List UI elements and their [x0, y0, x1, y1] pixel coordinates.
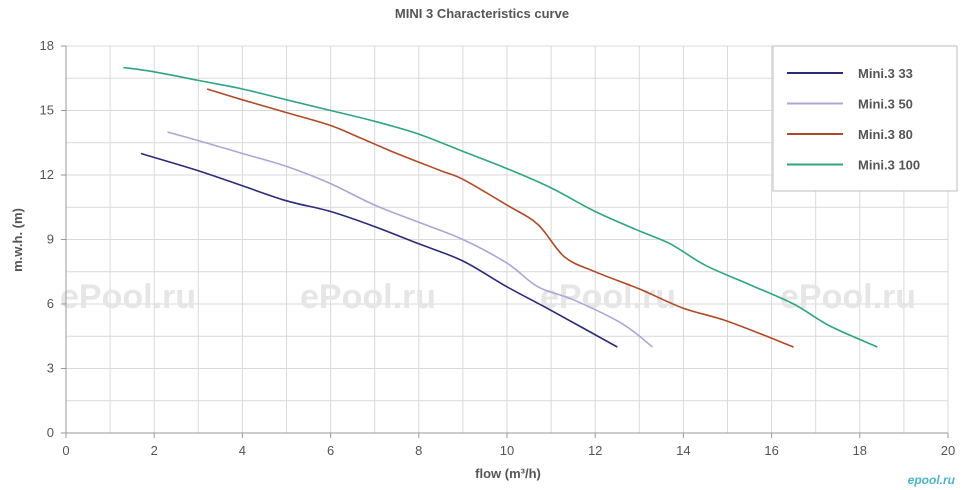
x-tick-label: 14 [676, 443, 690, 458]
x-tick-label: 4 [239, 443, 246, 458]
chart-title: MINI 3 Characteristics curve [395, 6, 569, 21]
x-tick-label: 18 [853, 443, 867, 458]
y-tick-label: 0 [47, 425, 54, 440]
legend-label-mini-3-100: Mini.3 100 [858, 158, 920, 173]
y-axis-label: m.w.h. (m) [10, 208, 25, 272]
legend-label-mini-3-33: Mini.3 33 [858, 66, 913, 81]
x-axis-label: flow (m³/h) [475, 466, 541, 481]
watermark-text: ePool.ru [300, 278, 436, 316]
x-tick-label: 12 [588, 443, 602, 458]
legend-label-mini-3-50: Mini.3 50 [858, 97, 913, 112]
x-tick-label: 20 [941, 443, 955, 458]
series-line-mini-3-80 [206, 88, 794, 348]
brand-logo: epool.ru [908, 473, 956, 487]
y-tick-label: 3 [47, 361, 54, 376]
watermark-text: ePool.ru [780, 278, 916, 316]
x-tick-label: 2 [151, 443, 158, 458]
x-tick-label: 8 [415, 443, 422, 458]
y-tick-labels: 0 3 6 9 12 15 18 [40, 38, 66, 440]
x-tick-label: 0 [62, 443, 69, 458]
series-line-mini-3-100 [123, 66, 878, 348]
y-tick-label: 6 [47, 296, 54, 311]
chart-legend: Mini.3 33 Mini.3 50 Mini.3 80 Mini.3 100 [772, 45, 958, 192]
watermark-text: ePool.ru [60, 278, 196, 316]
watermark-text: ePool.ru [540, 278, 676, 316]
x-tick-labels: 0 2 4 6 8 10 12 14 16 18 20 [62, 433, 955, 458]
legend-label-mini-3-80: Mini.3 80 [858, 127, 913, 142]
x-tick-label: 16 [764, 443, 778, 458]
x-tick-label: 6 [327, 443, 334, 458]
y-tick-label: 9 [47, 232, 54, 247]
series-lines [123, 66, 878, 348]
y-tick-label: 15 [40, 103, 54, 118]
series-line-mini-3-50 [167, 131, 653, 348]
y-tick-label: 18 [40, 38, 54, 53]
series-line-mini-3-33 [140, 152, 618, 348]
y-tick-label: 12 [40, 167, 54, 182]
x-tick-label: 10 [500, 443, 514, 458]
legend-box [772, 45, 958, 192]
watermark-layer: ePool.ru ePool.ru ePool.ru ePool.ru [60, 278, 916, 316]
